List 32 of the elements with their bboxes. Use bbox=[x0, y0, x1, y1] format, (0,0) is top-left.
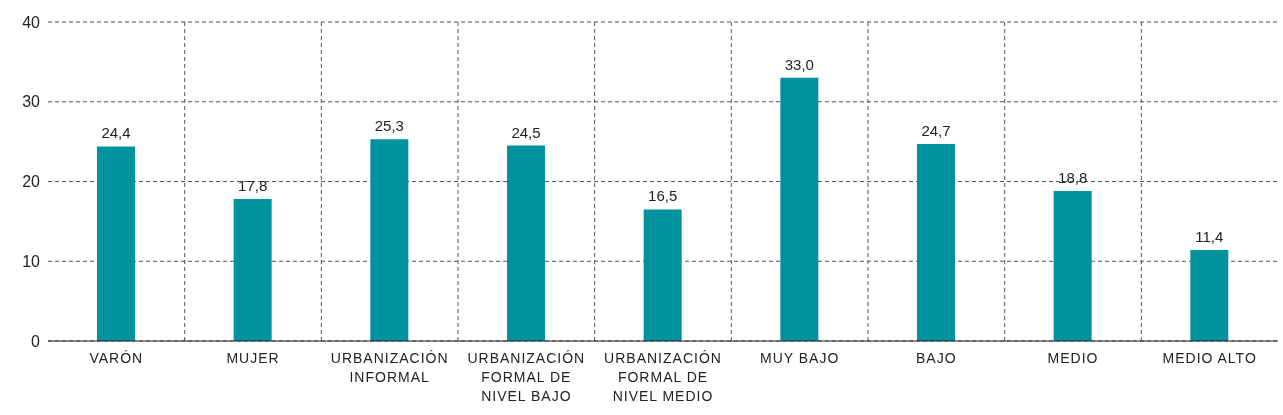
x-tick-label: MEDIO bbox=[1047, 350, 1099, 366]
data-label: 24,5 bbox=[511, 123, 541, 141]
bar bbox=[370, 139, 409, 341]
x-tick-label: VARÓN bbox=[89, 350, 144, 366]
bar bbox=[780, 77, 819, 341]
data-label: 11,4 bbox=[1195, 228, 1224, 246]
bar bbox=[643, 209, 682, 341]
y-tick-label: 30 bbox=[22, 93, 41, 111]
data-label: 33,0 bbox=[784, 55, 814, 73]
data-label: 24,7 bbox=[921, 122, 951, 140]
data-label: 16,5 bbox=[648, 187, 678, 205]
x-tick-label: URBANIZACIÓN INFORMAL bbox=[330, 350, 449, 385]
data-label: 25,3 bbox=[374, 117, 404, 135]
x-tick-label: MUY BAJO bbox=[760, 350, 840, 366]
x-tick-label: BAJO bbox=[916, 350, 957, 366]
bar bbox=[917, 144, 955, 341]
y-tick-label: 40 bbox=[22, 13, 41, 31]
x-tick-label: URBANIZACIÓN FORMAL DE NIVEL BAJO bbox=[467, 350, 586, 404]
bar bbox=[97, 146, 135, 341]
y-tick-label: 0 bbox=[31, 332, 41, 350]
data-label: 18,8 bbox=[1058, 169, 1088, 187]
data-label: 17,8 bbox=[238, 177, 268, 195]
bar bbox=[1190, 250, 1229, 341]
x-tick-label: MUJER bbox=[226, 350, 280, 366]
bar bbox=[233, 199, 272, 341]
bar bbox=[507, 145, 545, 341]
x-tick-label: MEDIO ALTO bbox=[1162, 350, 1257, 366]
data-label: 24,4 bbox=[101, 124, 131, 142]
y-tick-label: 10 bbox=[22, 252, 41, 270]
x-tick-label: URBANIZACIÓN FORMAL DE NIVEL MEDIO bbox=[604, 350, 722, 404]
bar bbox=[1053, 191, 1092, 341]
y-tick-label: 20 bbox=[22, 173, 41, 191]
